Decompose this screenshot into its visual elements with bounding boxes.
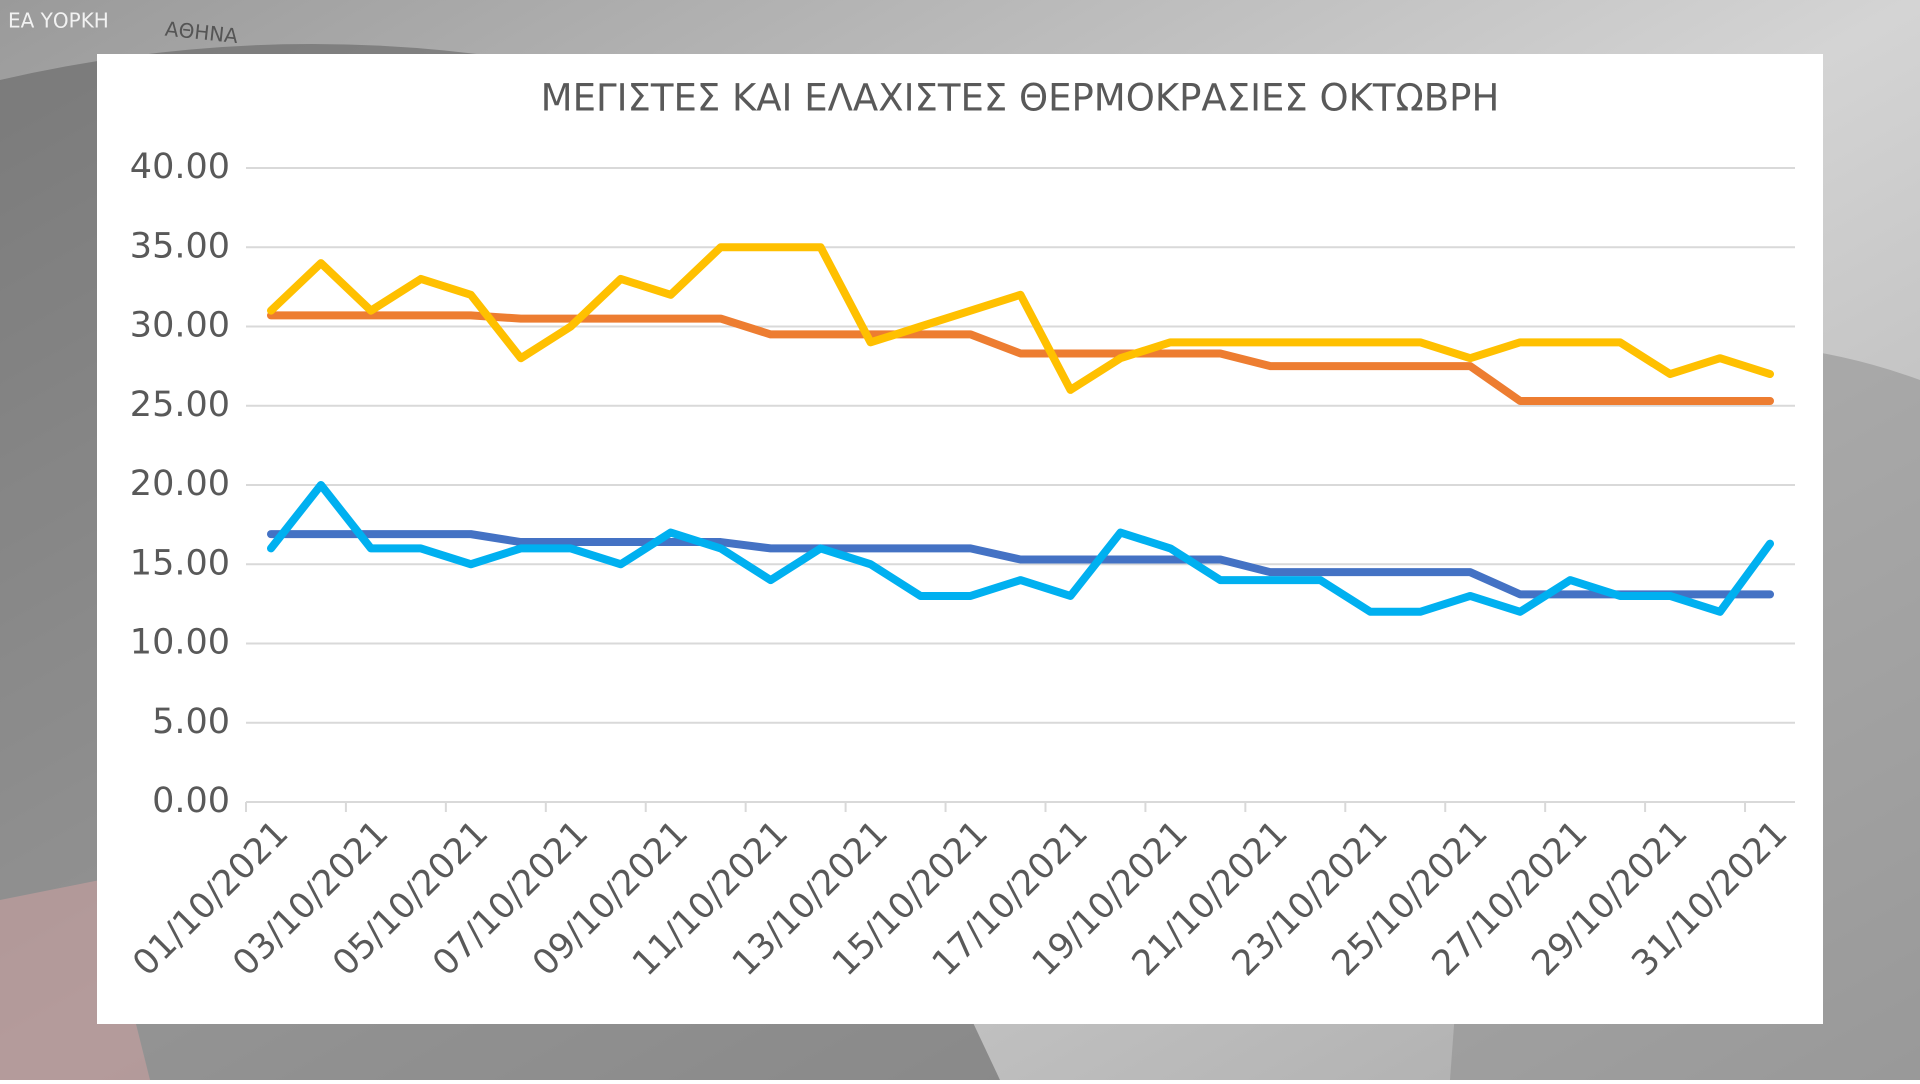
map-label: ΕΑ ΥΟΡΚΗ (8, 9, 109, 33)
data-line (266, 243, 1775, 394)
y-tick-label: 25.00 (130, 385, 230, 425)
data-line (266, 530, 1775, 599)
chart-title: ΜΕΓΙΣΤΕΣ ΚΑΙ ΕΛΑΧΙΣΤΕΣ ΘΕΡΜΟΚΡΑΣΙΕΣ ΟΚΤΩ… (541, 77, 1500, 120)
y-tick-label: 35.00 (130, 226, 230, 266)
y-tick-label: 20.00 (130, 464, 230, 504)
y-tick-label: 5.00 (152, 702, 230, 742)
y-tick-label: 30.00 (130, 306, 230, 346)
data-line (266, 481, 1775, 616)
data-line (266, 311, 1775, 405)
y-tick-label: 0.00 (152, 781, 230, 821)
y-tick-label: 10.00 (130, 623, 230, 663)
y-tick-label: 15.00 (130, 543, 230, 583)
chart-panel (97, 54, 1823, 1024)
y-tick-label: 40.00 (130, 147, 230, 187)
